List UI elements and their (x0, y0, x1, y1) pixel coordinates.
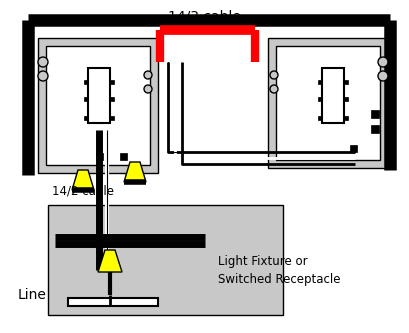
Bar (350, 145, 357, 152)
Bar (318, 97, 322, 101)
Text: Line: Line (18, 288, 47, 302)
Bar (120, 153, 127, 160)
Circle shape (38, 57, 48, 67)
Bar (84, 80, 88, 84)
Circle shape (144, 85, 152, 93)
Bar (268, 38, 388, 168)
Polygon shape (98, 250, 122, 272)
Bar (68, 298, 158, 306)
Bar (371, 125, 379, 133)
Bar (88, 68, 110, 123)
Circle shape (270, 71, 278, 79)
Bar (371, 110, 379, 118)
Bar (48, 205, 283, 315)
Bar (344, 80, 348, 84)
Text: 14/2 cable: 14/2 cable (52, 185, 114, 198)
Circle shape (270, 85, 278, 93)
Bar (344, 116, 348, 120)
Polygon shape (72, 170, 94, 190)
Bar (38, 38, 158, 173)
Bar (46, 46, 150, 165)
Bar (276, 46, 380, 160)
Bar (344, 97, 348, 101)
Circle shape (144, 71, 152, 79)
Bar (318, 80, 322, 84)
Circle shape (38, 71, 48, 81)
Bar (84, 97, 88, 101)
Text: Light Fixture or
Switched Receptacle: Light Fixture or Switched Receptacle (218, 255, 341, 286)
Circle shape (378, 71, 388, 81)
Bar (322, 68, 344, 123)
Bar (110, 80, 114, 84)
Circle shape (378, 57, 388, 67)
Bar (84, 116, 88, 120)
Bar (96, 153, 103, 160)
Text: 14/3 cable: 14/3 cable (168, 10, 240, 24)
Bar (318, 116, 322, 120)
Polygon shape (124, 162, 146, 182)
Bar (110, 97, 114, 101)
Bar (110, 116, 114, 120)
